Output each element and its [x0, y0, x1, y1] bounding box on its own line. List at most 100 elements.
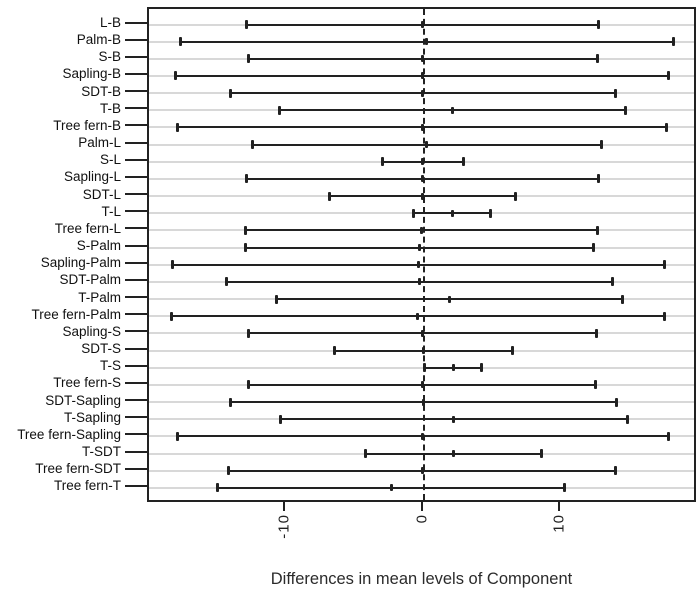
row-label: T-S	[99, 358, 121, 374]
ci-cap-lower	[179, 37, 183, 47]
y-tick	[125, 244, 147, 247]
ci-cap-lower	[244, 174, 248, 184]
ci-center-marker	[419, 226, 423, 234]
ci-cap-lower	[246, 54, 250, 64]
y-tick	[125, 158, 147, 161]
ci-cap-upper	[613, 466, 617, 476]
y-tick	[125, 261, 147, 264]
x-tick-label: -10	[275, 514, 293, 539]
ci-center-marker	[422, 347, 425, 355]
ci-cap-upper	[480, 363, 484, 373]
ci-cap-upper	[591, 243, 595, 253]
row-label: S-L	[99, 152, 121, 168]
ci-center-marker	[450, 209, 454, 217]
ci-cap-lower	[332, 346, 336, 356]
y-tick	[125, 175, 147, 178]
y-tick	[125, 467, 147, 470]
ci-cap-lower	[246, 328, 250, 338]
ci-cap-lower	[170, 260, 174, 270]
row-label: Tree fern-S	[53, 375, 121, 391]
ci-center-marker	[452, 415, 456, 423]
row-label: SDT-S	[81, 341, 121, 357]
ci-cap-lower	[250, 140, 254, 150]
row-label: Tree fern-L	[54, 220, 121, 236]
y-tick	[125, 227, 147, 230]
ci-center-marker	[416, 312, 420, 320]
row-label: Tree fern-B	[53, 117, 121, 133]
y-tick	[125, 296, 147, 299]
row-label: Tree fern-Palm	[31, 306, 121, 322]
row-label: Tree fern-SDT	[35, 461, 121, 477]
ci-cap-upper	[511, 346, 515, 356]
row-label: T-Palm	[78, 289, 121, 305]
ci-cap-upper	[596, 225, 600, 235]
y-tick	[125, 381, 147, 384]
ci-center-marker	[420, 467, 424, 475]
row-label: Sapling-L	[63, 169, 121, 185]
ci-cap-lower	[176, 122, 180, 132]
y-tick	[125, 141, 147, 144]
row-label: T-Sapling	[63, 409, 121, 425]
ci-cap-lower	[380, 157, 384, 167]
ci-center-marker	[420, 175, 424, 183]
ci-cap-upper	[625, 414, 629, 424]
ci-cap-upper	[620, 294, 624, 304]
ci-cap-upper	[461, 157, 465, 167]
row-label: Tree fern-T	[53, 478, 121, 494]
ci-cap-upper	[539, 449, 543, 459]
ci-cap-lower	[229, 397, 233, 407]
ci-cap-lower	[247, 380, 251, 390]
ci-cap-lower	[225, 277, 229, 287]
ci-center-marker	[421, 432, 425, 440]
y-tick	[125, 313, 147, 316]
y-tick	[125, 484, 147, 487]
ci-cap-upper	[563, 483, 567, 493]
row-label: T-B	[99, 100, 121, 116]
y-tick	[125, 278, 147, 281]
row-label: Palm-L	[78, 135, 121, 151]
ci-cap-lower	[422, 363, 426, 373]
ci-cap-lower	[243, 243, 247, 253]
y-tick	[125, 433, 147, 436]
x-tick-label: 0	[413, 514, 430, 524]
plot-area	[147, 7, 696, 502]
row-label: T-L	[101, 203, 121, 219]
zero-dashed-line	[422, 9, 425, 500]
y-tick	[125, 21, 147, 24]
ci-center-marker	[421, 158, 425, 166]
x-tick	[420, 502, 423, 511]
ci-center-marker	[420, 123, 424, 131]
ci-center-marker	[420, 329, 424, 337]
row-label: Palm-B	[76, 32, 121, 48]
ci-cap-upper	[613, 88, 617, 98]
ci-cap-lower	[170, 311, 174, 321]
ci-center-marker	[417, 244, 421, 252]
y-tick	[125, 55, 147, 58]
x-tick	[282, 502, 285, 511]
y-tick	[125, 450, 147, 453]
ci-cap-upper	[663, 260, 667, 270]
ci-cap-lower	[275, 294, 279, 304]
y-tick	[125, 90, 147, 93]
row-label: SDT-Palm	[59, 272, 121, 288]
row-label: Sapling-B	[62, 66, 121, 82]
plot-inner	[149, 9, 694, 500]
ci-cap-upper	[594, 328, 598, 338]
ci-center-marker	[389, 484, 393, 492]
ci-cap-upper	[662, 311, 666, 321]
y-tick	[125, 38, 147, 41]
row-label: SDT-L	[82, 186, 121, 202]
ci-cap-upper	[610, 277, 614, 287]
ci-cap-upper	[597, 20, 601, 29]
ci-center-marker	[417, 278, 421, 286]
y-tick	[125, 210, 147, 213]
x-axis-title: Differences in mean levels of Component	[270, 570, 573, 588]
y-tick	[125, 416, 147, 419]
ci-center-marker	[420, 72, 424, 80]
row-reference-line	[149, 366, 694, 369]
ci-cap-lower	[175, 431, 179, 441]
ci-cap-upper	[614, 397, 618, 407]
row-label: SDT-B	[81, 83, 121, 99]
ci-center-marker	[422, 398, 425, 406]
